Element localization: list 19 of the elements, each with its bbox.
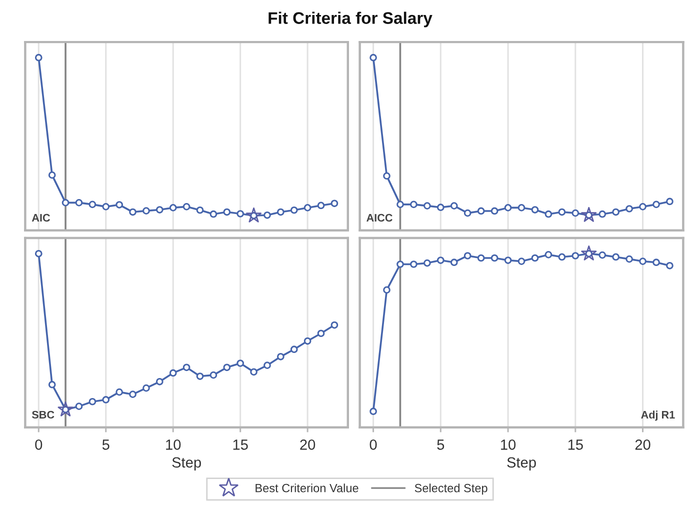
x-tick-label: 5: [102, 440, 110, 450]
x-tick-label: 10: [501, 440, 516, 450]
x-tick-label: 5: [437, 440, 444, 450]
x-tick-label: 10: [166, 440, 181, 450]
annotation: Adj R1: [641, 410, 675, 421]
x-axis-title: Step: [507, 457, 536, 470]
x-tick-label: 0: [370, 440, 377, 450]
x-tick-label: 20: [635, 440, 650, 450]
x-tick-label: 0: [35, 440, 42, 450]
annotation: AIC: [32, 214, 50, 222]
legend-label: Best Criterion Value: [256, 484, 358, 492]
legend-label: Selected Step: [414, 484, 488, 495]
x-tick-label: 15: [233, 440, 248, 450]
chart-title: Fit Criteria for Salary: [268, 12, 432, 28]
x-tick-label: 20: [300, 440, 316, 450]
x-axis-title: Step: [172, 457, 201, 470]
annotation: AICC: [366, 214, 392, 222]
annotation: SBC: [32, 410, 54, 419]
x-tick-label: 15: [568, 440, 583, 450]
